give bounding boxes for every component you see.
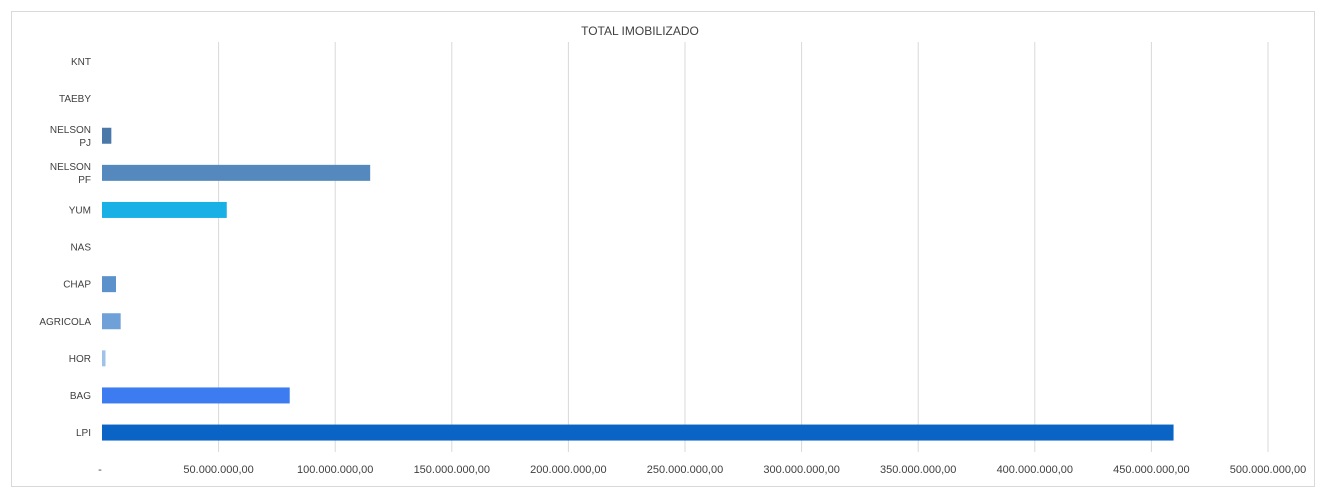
category-label-yum: YUM (69, 205, 91, 216)
x-tick-label: 150.000.000,00 (414, 464, 490, 476)
x-tick-label: 200.000.000,00 (530, 464, 606, 476)
bar-yum (102, 201, 227, 218)
bar-chap (102, 276, 116, 293)
chart-frame (11, 11, 1315, 487)
bar-hor (102, 350, 106, 367)
x-tick-label: 50.000.000,00 (183, 464, 253, 476)
category-label-nelson-pf: NELSON PF (50, 162, 91, 186)
x-tick-labels: - 50.000.000,00 100.000.000,00 150.000.000,… (98, 464, 1306, 476)
x-tick-label: - (98, 464, 102, 476)
chart-title: TOTAL IMOBILIZADO (581, 24, 699, 38)
x-tick-label: 500.000.000,00 (1230, 464, 1306, 476)
category-label-hor: HOR (69, 354, 91, 365)
bar-nelson-pj (102, 127, 112, 144)
gridlines (218, 42, 1269, 452)
x-tick-label: 100.000.000,00 (297, 464, 373, 476)
category-label-knt: KNT (71, 57, 91, 68)
category-label-lpi: LPI (76, 428, 91, 439)
x-tick-label: 400.000.000,00 (997, 464, 1073, 476)
category-label-agricola: AGRICOLA (39, 317, 91, 328)
category-label-nelson-pj: NELSON PJ (50, 125, 91, 149)
x-tick-label: 300.000.000,00 (763, 464, 839, 476)
bar-agricola (102, 313, 121, 330)
category-labels: KNT TAEBY NELSON PJ NELSON PF YUM NAS CHAP AGRICO… (39, 57, 91, 439)
x-tick-label: 350.000.000,00 (880, 464, 956, 476)
category-label-chap: CHAP (63, 280, 91, 291)
x-tick-label: 250.000.000,00 (647, 464, 723, 476)
category-label-nas: NAS (70, 243, 91, 254)
category-label-taeby: TAEBY (59, 94, 91, 105)
bar-bag (102, 387, 290, 404)
x-tick-label: 450.000.000,00 (1113, 464, 1189, 476)
bars (102, 127, 1174, 441)
bar-lpi (102, 424, 1174, 441)
category-label-bag: BAG (70, 391, 91, 402)
bar-nelson-pf (102, 164, 371, 181)
